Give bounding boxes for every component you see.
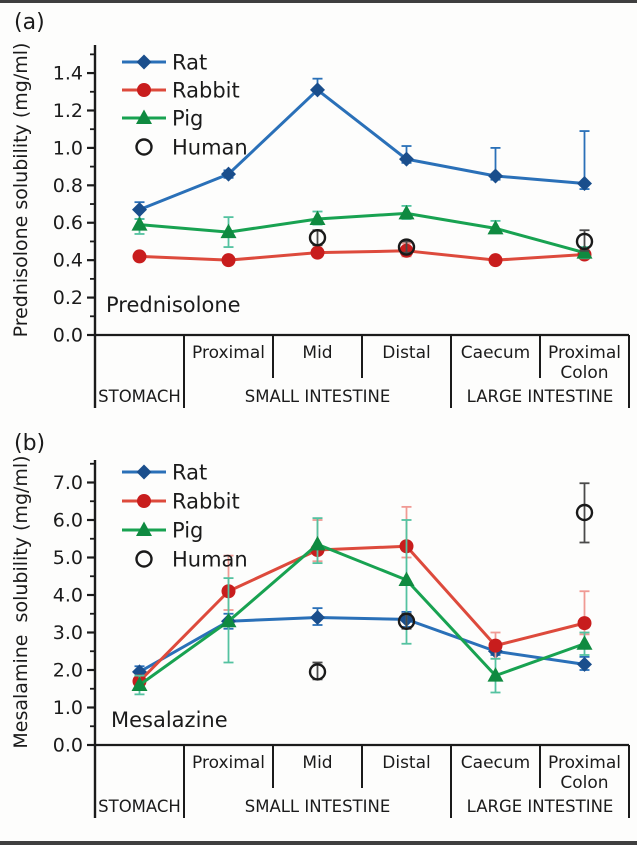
panel-b-label: (b) <box>14 431 46 456</box>
legend-marker-pig <box>136 521 152 536</box>
marker-pig <box>487 667 504 682</box>
organ-label-stomach: STOMACH <box>98 797 181 816</box>
marker-pig <box>487 219 504 235</box>
y-tick-label: 7.0 <box>53 472 83 494</box>
legend-label-rat: Rat <box>172 51 207 75</box>
region-label-proximal: Proximal <box>192 343 265 363</box>
marker-rabbit <box>310 245 325 260</box>
region-label-caecum: Caecum <box>461 753 530 773</box>
region-label-proximal: Proximal <box>548 343 621 363</box>
y-tick-label: 0.8 <box>53 175 83 197</box>
series-line-pig <box>138 542 586 687</box>
marker-human <box>575 503 594 522</box>
top-border-bar <box>0 0 637 3</box>
marker-pig <box>220 612 237 628</box>
marker-pig <box>220 223 237 239</box>
organ-label-small-intestine: SMALL INTESTINE <box>245 797 391 816</box>
legend-label-rabbit: Rabbit <box>172 490 240 514</box>
legend-marker-rabbit <box>137 83 151 97</box>
marker-human <box>397 238 416 256</box>
marker-rat <box>310 82 325 98</box>
marker-pig <box>309 535 326 551</box>
organ-label-small-intestine: SMALL INTESTINE <box>245 387 391 406</box>
marker-rat <box>577 175 592 191</box>
legend-marker-human <box>135 550 153 568</box>
y-tick-label: 2.0 <box>53 660 83 682</box>
legend-marker-rat <box>136 54 152 70</box>
marker-human <box>575 232 594 251</box>
y-tick-label: 1.0 <box>53 137 83 159</box>
marker-pig <box>576 635 593 650</box>
y-tick-label: 5.0 <box>53 547 83 569</box>
organ-label-stomach: STOMACH <box>98 387 181 406</box>
y-tick-label: 4.0 <box>53 585 83 607</box>
marker-rabbit <box>577 616 592 631</box>
marker-pig <box>398 571 415 586</box>
y-tick-label: 0.2 <box>53 287 83 309</box>
series-line-pig <box>139 211 585 255</box>
marker-rabbit <box>221 253 236 268</box>
organ-label-large-intestine: LARGE INTESTINE <box>467 387 614 406</box>
legend-marker-rabbit <box>137 494 151 508</box>
marker-human <box>397 612 416 630</box>
y-tick-label: 3.0 <box>53 622 83 644</box>
marker-rat <box>399 151 414 167</box>
legend-label-rat: Rat <box>172 461 207 485</box>
marker-rat <box>132 202 147 218</box>
marker-rat <box>310 610 325 625</box>
series-line-rat <box>138 616 585 674</box>
marker-rabbit <box>488 253 503 268</box>
marker-human <box>308 663 327 681</box>
marker-pig <box>131 676 148 691</box>
legend-label-rabbit: Rabbit <box>172 79 240 103</box>
marker-rabbit <box>488 638 503 653</box>
legend-marker-pig <box>136 109 152 124</box>
legend-marker-rat <box>136 464 152 480</box>
panel-a-label: (a) <box>14 10 45 35</box>
region-label-colon: Colon <box>560 773 608 793</box>
region-label-mid: Mid <box>302 753 332 773</box>
compound-label-prednisolone: Prednisolone <box>106 293 241 317</box>
legend-marker-human <box>135 138 153 156</box>
region-label-mid: Mid <box>302 343 332 363</box>
region-label-proximal: Proximal <box>192 753 265 773</box>
legend-label-human: Human <box>172 136 248 160</box>
region-label-proximal: Proximal <box>548 753 621 773</box>
compound-label-mesalazine: Mesalazine <box>111 708 228 732</box>
bottom-border-bar <box>0 841 637 845</box>
y-tick-label: 0.4 <box>53 250 83 272</box>
marker-pig <box>309 210 326 225</box>
y-tick-label: 1.4 <box>53 63 83 85</box>
region-label-distal: Distal <box>382 343 430 363</box>
legend-label-pig: Pig <box>172 107 203 131</box>
y-tick-label: 0.0 <box>53 325 83 347</box>
y-tick-label: 1.2 <box>53 100 83 122</box>
legend-label-pig: Pig <box>172 519 203 543</box>
region-label-distal: Distal <box>382 753 430 773</box>
y-tick-label: 0.0 <box>53 735 83 757</box>
marker-pig <box>398 204 415 220</box>
marker-human <box>308 229 327 247</box>
region-label-colon: Colon <box>560 363 608 383</box>
marker-rabbit <box>132 249 147 264</box>
y-tick-label: 1.0 <box>53 697 83 719</box>
series-line-rat <box>138 88 585 212</box>
marker-rat <box>221 166 236 182</box>
marker-pig <box>131 216 148 231</box>
y-tick-label: 0.6 <box>53 212 83 234</box>
legend-label-human: Human <box>172 548 248 572</box>
series-line-rabbit <box>138 544 585 683</box>
y-tick-label: 6.0 <box>53 510 83 532</box>
marker-rat <box>488 168 503 184</box>
region-label-caecum: Caecum <box>461 343 530 363</box>
series-line-rabbit <box>139 249 585 262</box>
organ-label-large-intestine: LARGE INTESTINE <box>467 797 614 816</box>
marker-rat <box>577 656 592 672</box>
